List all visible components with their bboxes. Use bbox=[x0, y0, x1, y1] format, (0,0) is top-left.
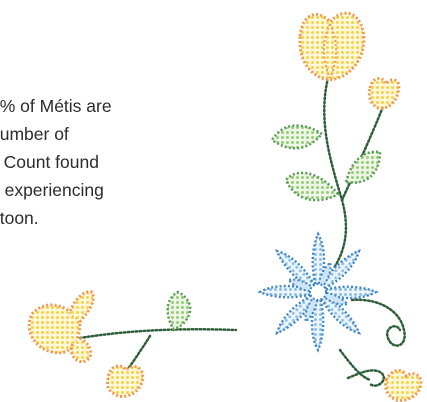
text-line-2: number of bbox=[0, 124, 69, 144]
text-line-3: s Count found bbox=[0, 152, 99, 172]
body-text: 0% of Métis are number of s Count found … bbox=[0, 92, 210, 232]
text-line-5: atoon. bbox=[0, 208, 39, 228]
text-line-1: 0% of Métis are bbox=[0, 96, 112, 116]
text-line-4: e experiencing bbox=[0, 180, 104, 200]
